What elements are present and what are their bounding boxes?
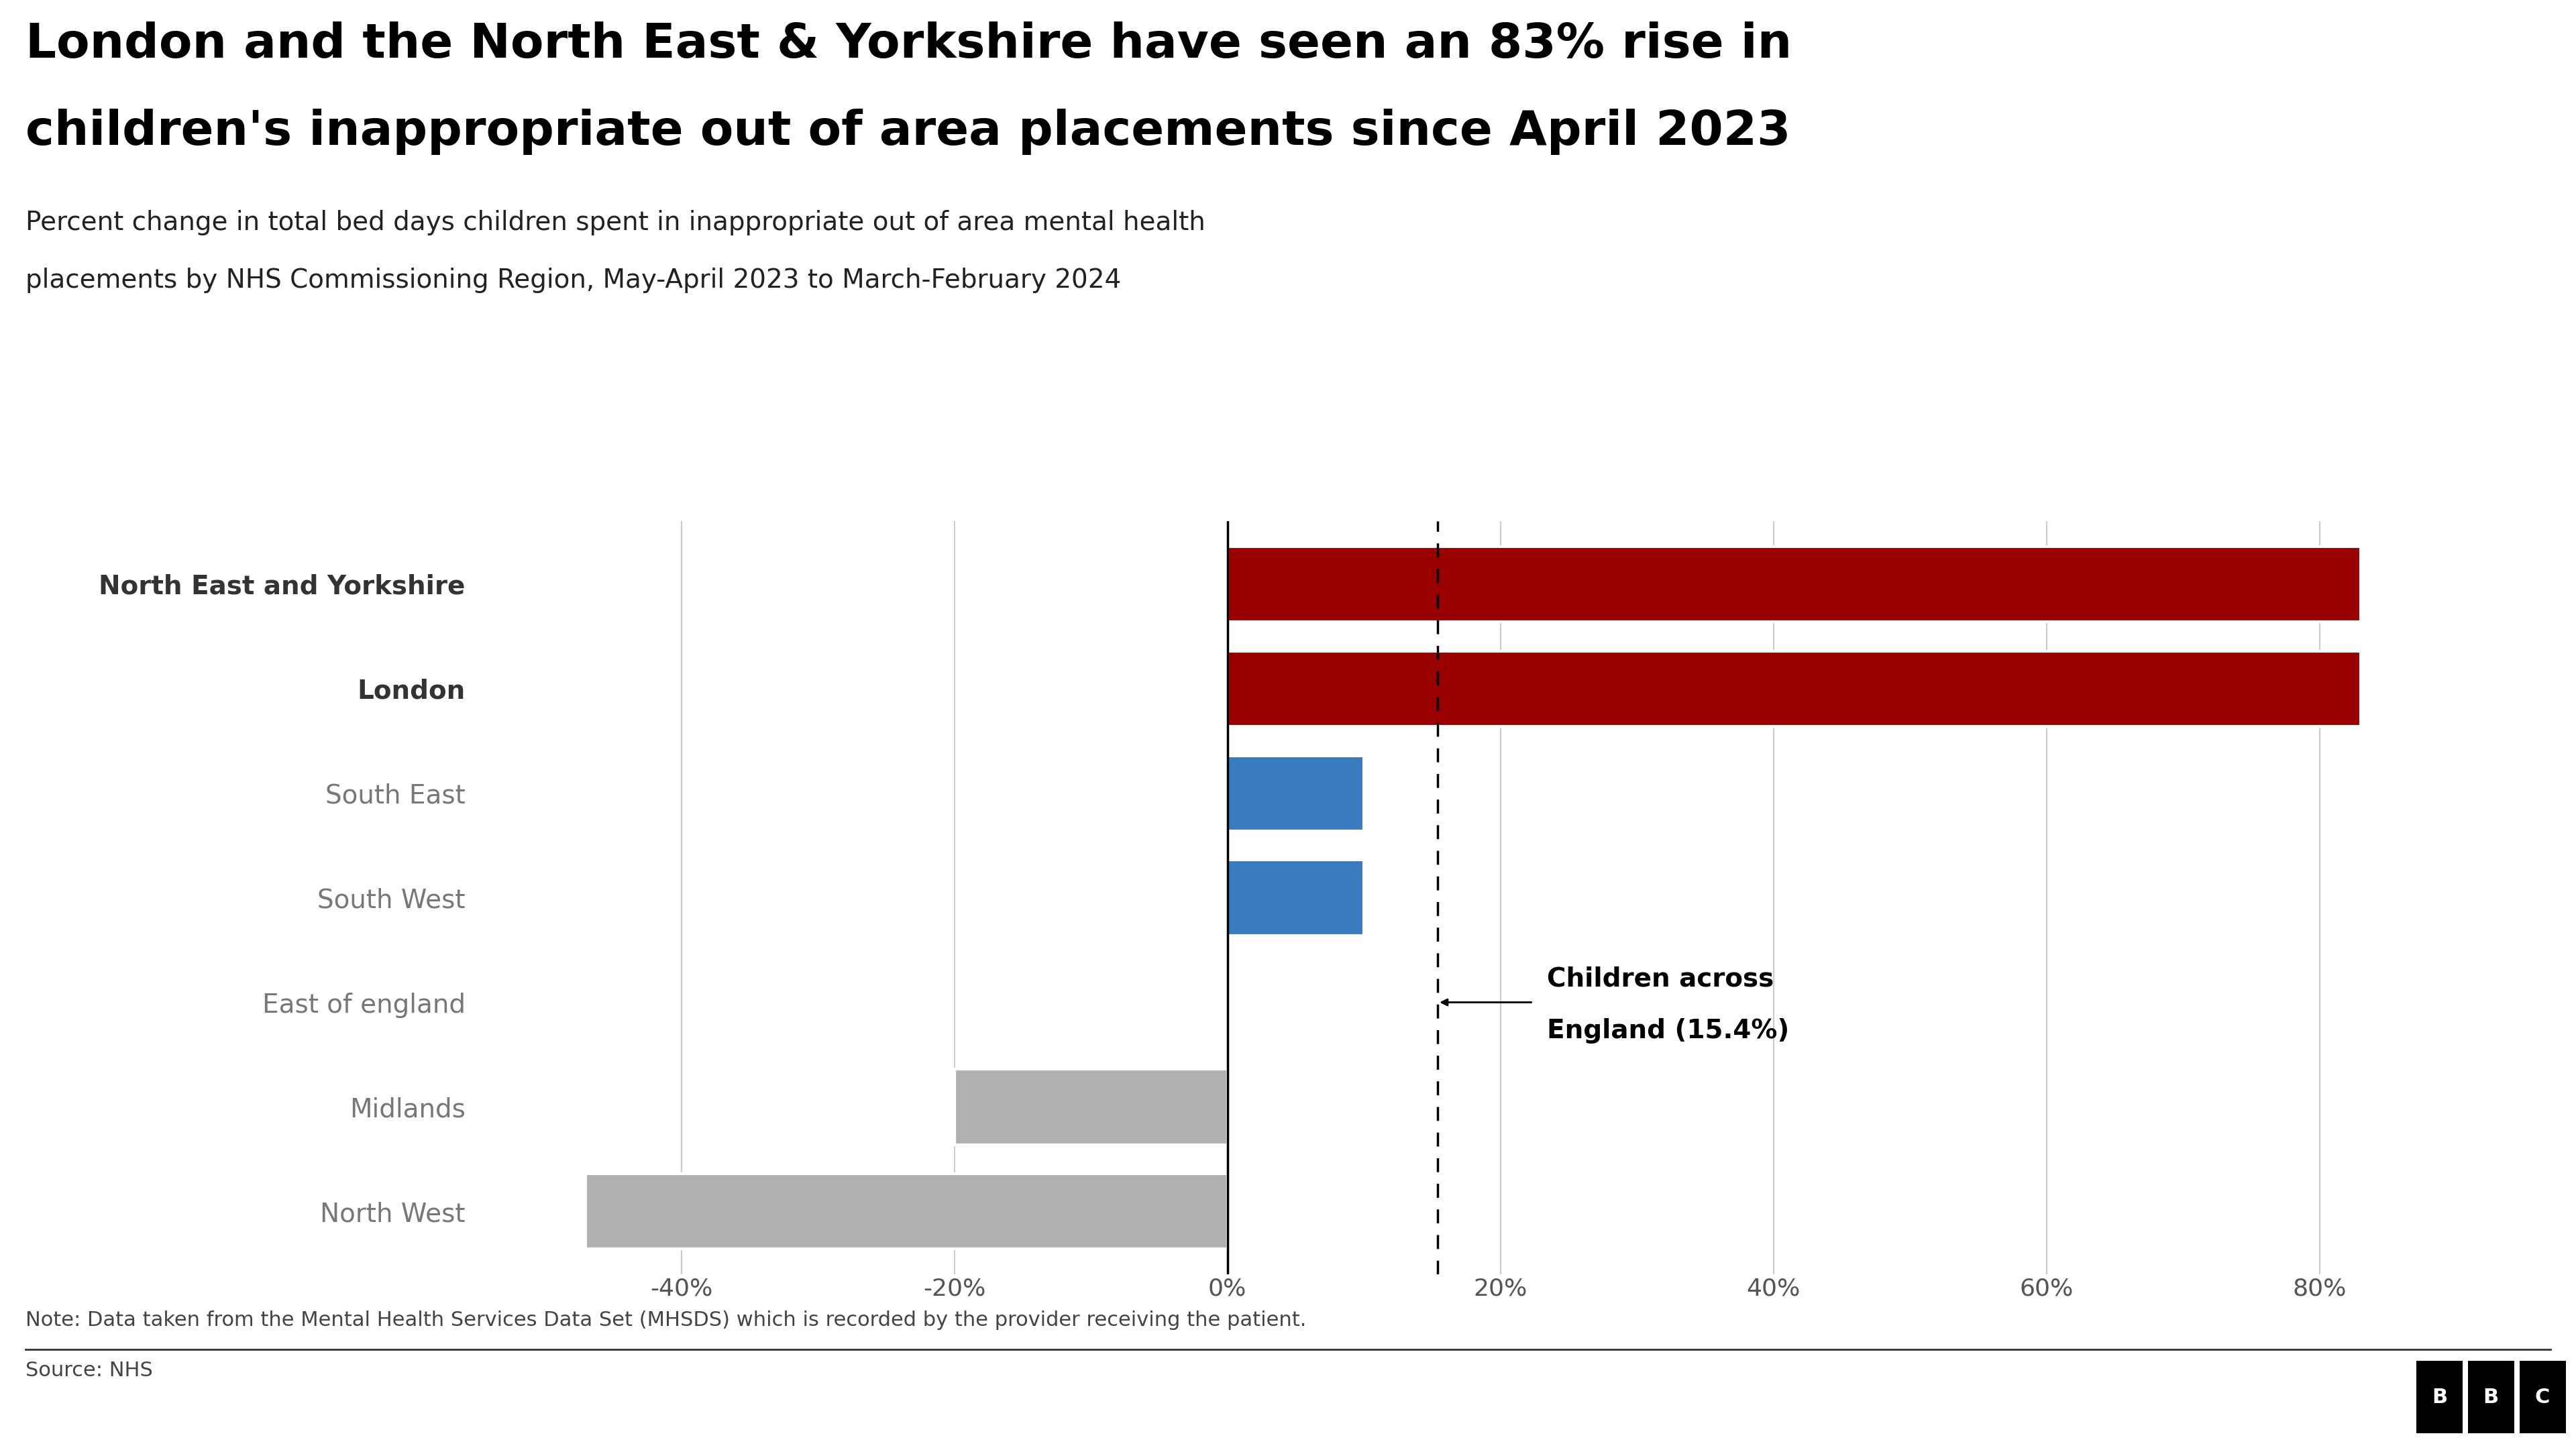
Text: Percent change in total bed days children spent in inappropriate out of area men: Percent change in total bed days childre… [26,210,1206,236]
Bar [585,1174,1226,1250]
Text: children's inappropriate out of area placements since April 2023: children's inappropriate out of area pla… [26,109,1790,155]
Text: Note: Data taken from the Mental Health Services Data Set (MHSDS) which is recor: Note: Data taken from the Mental Health … [26,1310,1306,1329]
Bar [1226,860,1365,935]
Text: London and the North East & Yorkshire have seen an 83% rise in: London and the North East & Yorkshire ha… [26,22,1793,68]
Text: placements by NHS Commissioning Region, May-April 2023 to March-February 2024: placements by NHS Commissioning Region, … [26,268,1121,294]
Bar [953,1069,1226,1144]
Text: B: B [2432,1387,2447,1407]
Bar [1226,756,1365,831]
Text: Children across: Children across [1548,966,1775,992]
Text: C: C [2535,1387,2550,1407]
Bar [1226,546,2360,621]
Text: B: B [2483,1387,2499,1407]
Text: Source: NHS: Source: NHS [26,1361,152,1380]
Text: England (15.4%): England (15.4%) [1548,1018,1790,1044]
Bar [1226,652,2360,727]
